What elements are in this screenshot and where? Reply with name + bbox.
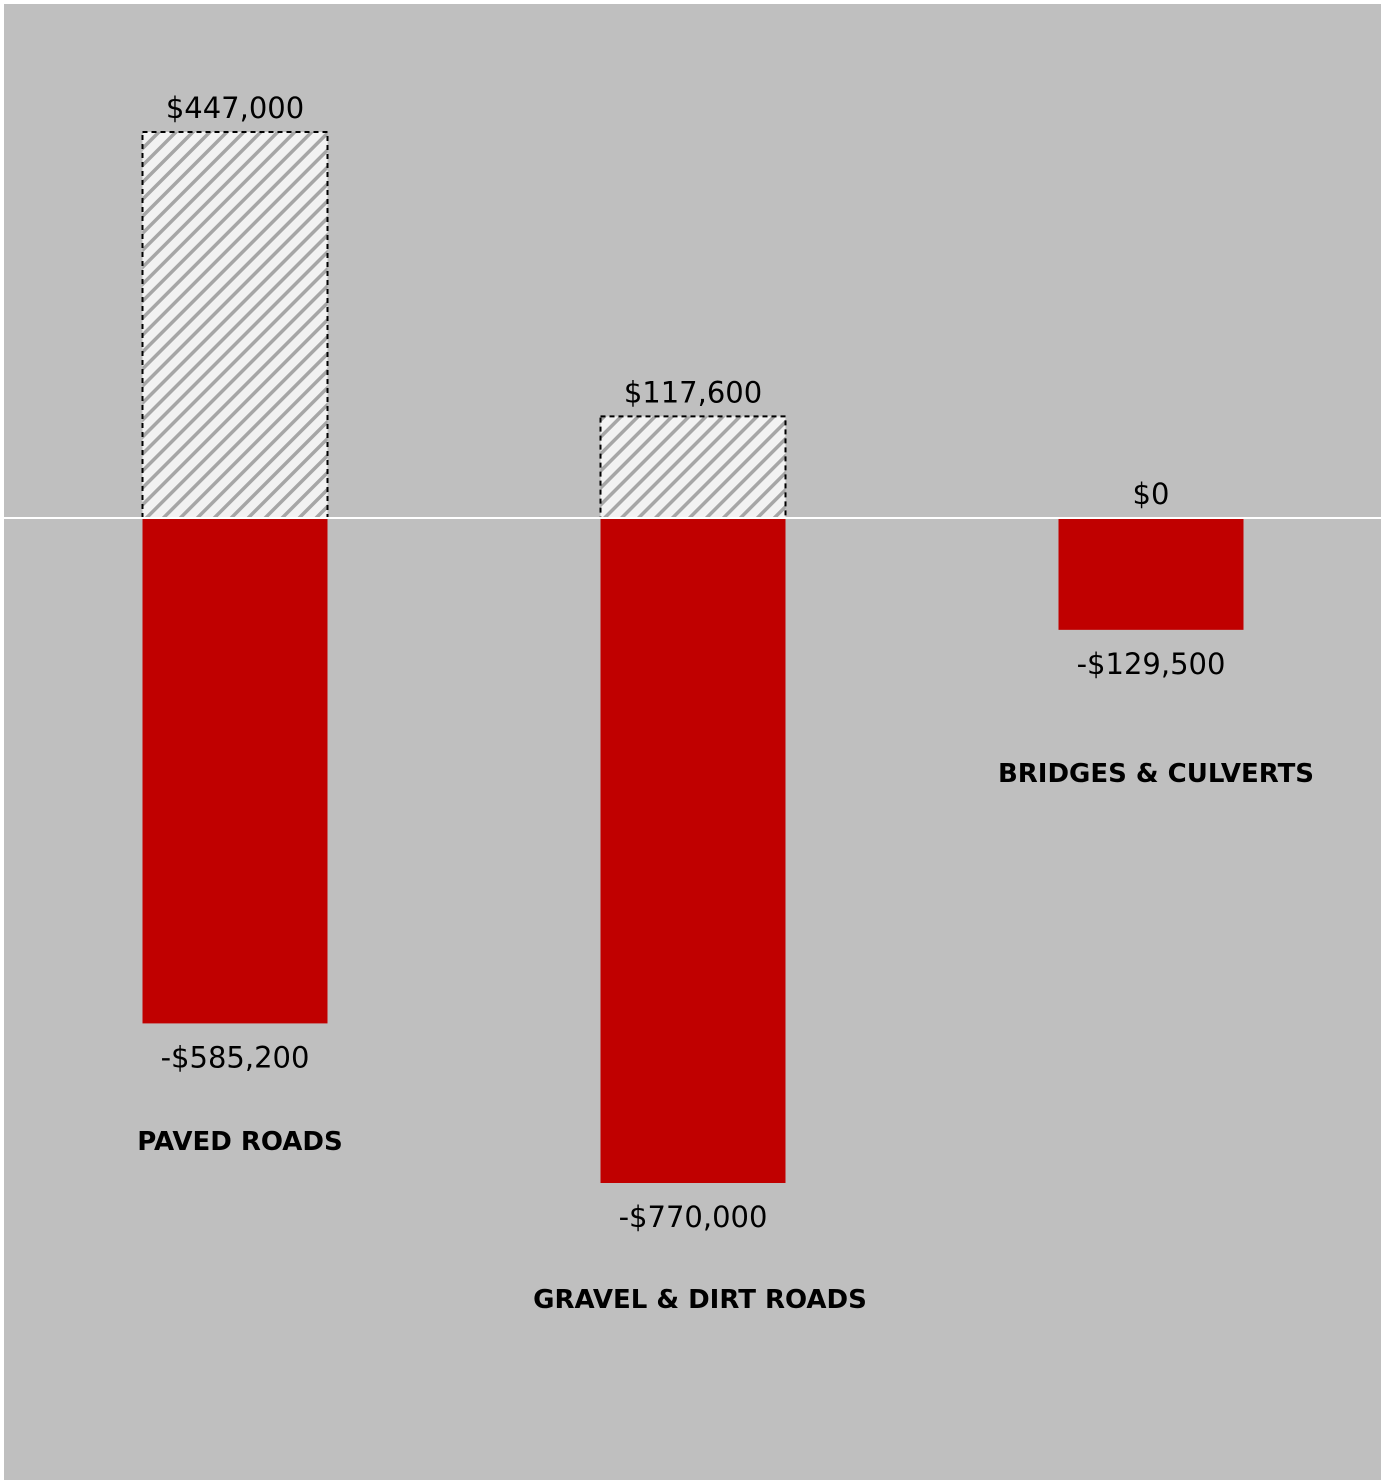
bar-positive-1: [599, 415, 787, 520]
category-label-2: BRIDGES & CULVERTS: [998, 759, 1314, 789]
bars-layer: [141, 130, 1244, 1183]
data-label-negative-0: -$585,200: [161, 1040, 310, 1074]
data-label-positive-1: $117,600: [624, 375, 762, 409]
category-label-0: PAVED ROADS: [137, 1127, 342, 1157]
bar-negative-2: [1058, 518, 1244, 630]
bar-negative-0: [142, 518, 328, 1024]
category-label-1: GRAVEL & DIRT ROADS: [533, 1285, 867, 1315]
data-label-positive-2: $0: [1133, 477, 1170, 511]
labels-layer: $447,000 -$585,200 PAVED ROADS $117,600 -$77…: [137, 91, 1314, 1315]
bar-positive-0: [141, 130, 329, 519]
data-label-negative-1: -$770,000: [619, 1200, 768, 1234]
data-label-positive-0: $447,000: [166, 91, 304, 125]
bar-negative-1: [600, 518, 786, 1183]
data-label-negative-2: -$129,500: [1077, 647, 1226, 681]
